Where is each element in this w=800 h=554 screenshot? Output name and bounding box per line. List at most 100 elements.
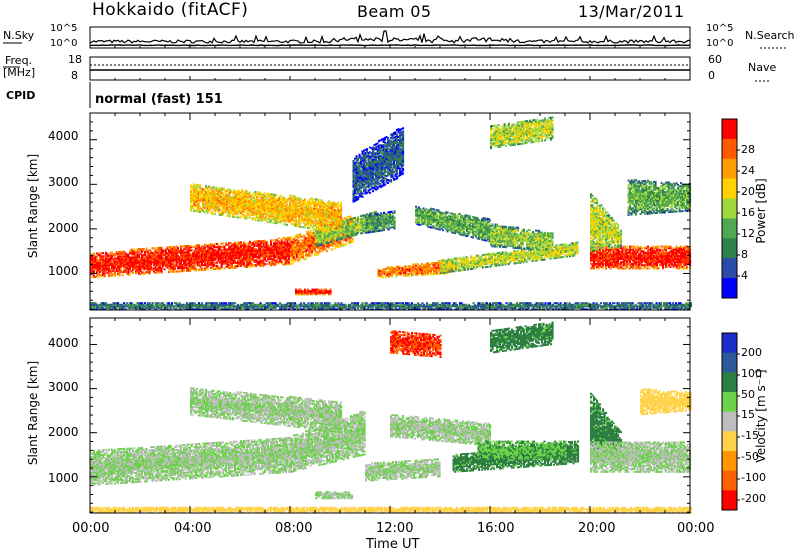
power-cell: [228, 267, 231, 270]
power-cell: [150, 258, 153, 261]
power-cell: [302, 244, 305, 247]
power-cell: [345, 231, 348, 234]
power-cell: [264, 255, 267, 258]
power-cell: [274, 256, 277, 259]
power-cell: [102, 266, 105, 269]
power-cell: [264, 263, 267, 266]
power-cell: [121, 258, 124, 261]
power-cell: [181, 270, 184, 273]
power-cell: [130, 256, 133, 259]
power-cell: [273, 264, 276, 267]
power-cell: [180, 256, 183, 259]
power-cell: [207, 256, 210, 258]
power-cell: [126, 270, 129, 273]
power-cell: [463, 231, 466, 234]
power-cell: [147, 260, 150, 263]
power-cell: [291, 237, 294, 240]
power-cell: [202, 261, 205, 263]
power-cell: [201, 250, 204, 253]
power-cell: [250, 243, 253, 246]
power-cell: [258, 263, 261, 266]
power-cell: [91, 266, 94, 269]
power-cell: [93, 276, 96, 279]
power-cell: [178, 258, 181, 260]
power-cell: [240, 252, 243, 255]
power-cell: [325, 235, 328, 238]
power-cell: [196, 255, 199, 258]
power-cell: [243, 255, 246, 258]
power-cell: [156, 254, 159, 257]
power-cell: [90, 268, 93, 271]
power-cell: [320, 247, 323, 250]
power-cell: [210, 266, 213, 269]
power-cell: [210, 255, 213, 258]
power-cell: [210, 243, 213, 246]
power-cell: [141, 265, 144, 268]
power-cell: [156, 262, 159, 265]
power-cell: [290, 242, 293, 245]
power-cell: [296, 246, 299, 249]
power-cell: [148, 258, 151, 261]
power-cell: [100, 258, 103, 261]
power-cell: [192, 266, 195, 269]
power-cell: [340, 227, 343, 229]
power-cell: [346, 225, 349, 228]
power-cell: [171, 258, 174, 261]
power-cell: [96, 255, 99, 258]
power-cell: [297, 252, 300, 255]
power-cell: [337, 235, 340, 238]
power-cell: [169, 266, 172, 269]
power-cell: [270, 242, 273, 245]
power-cell: [286, 247, 289, 250]
power-cell: [129, 267, 132, 270]
power-cell: [271, 251, 274, 254]
power-cell: [120, 258, 123, 261]
power-cell: [195, 256, 198, 259]
power-cell: [187, 244, 190, 247]
power-cell: [264, 247, 267, 250]
power-cell: [308, 245, 311, 248]
power-cell: [327, 233, 330, 236]
power-cell: [97, 266, 100, 269]
power-cell: [187, 258, 190, 261]
power-cell: [240, 258, 243, 261]
power-cell: [112, 263, 115, 266]
power-cell: [126, 264, 129, 267]
power-cell: [318, 231, 321, 234]
power-cell: [265, 242, 268, 245]
power-cell: [90, 259, 93, 262]
power-cell: [127, 273, 130, 276]
power-cell: [280, 260, 283, 263]
power-cell: [93, 265, 96, 268]
power-cell: [90, 273, 93, 276]
power-cell: [217, 247, 220, 250]
power-cell: [255, 241, 258, 244]
power-cell: [258, 262, 261, 264]
power-cell: [118, 265, 121, 268]
power-cell: [133, 250, 136, 252]
power-cell: [156, 256, 159, 259]
power-cell: [148, 267, 151, 270]
power-cell: [150, 255, 153, 258]
power-cell: [300, 253, 303, 255]
power-cell: [190, 266, 193, 269]
power-cell: [100, 275, 103, 278]
power-cell: [299, 245, 302, 248]
power-cell: [123, 263, 126, 266]
power-cell: [186, 246, 189, 249]
power-cell: [247, 262, 250, 265]
power-cell: [296, 249, 299, 252]
power-cell: [294, 241, 297, 244]
power-cell: [261, 249, 264, 252]
power-cell: [195, 245, 198, 248]
power-cell: [115, 263, 118, 266]
power-cell: [96, 266, 99, 269]
power-cell: [147, 258, 150, 261]
power-cell: [187, 246, 190, 249]
power-cell: [144, 258, 147, 261]
power-cell: [302, 240, 305, 242]
power-cell: [327, 235, 330, 238]
power-cell: [207, 260, 210, 263]
power-cell: [198, 247, 201, 250]
power-cell: [225, 261, 228, 264]
